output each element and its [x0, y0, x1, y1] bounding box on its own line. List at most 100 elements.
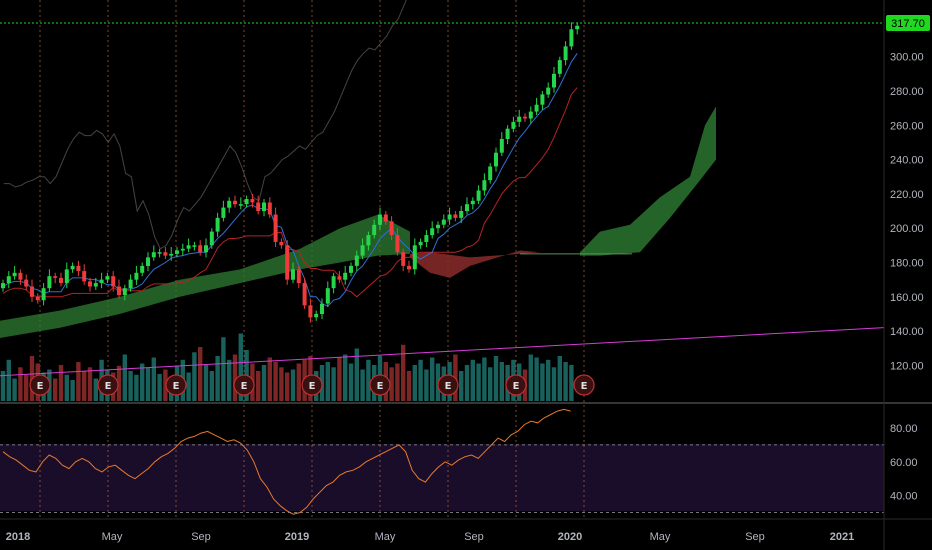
candle-body[interactable] [337, 276, 342, 280]
candle-body[interactable] [30, 286, 34, 297]
candle-body[interactable] [192, 245, 197, 247]
candle-body[interactable] [279, 241, 284, 246]
candle-body[interactable] [146, 257, 150, 266]
candle-body[interactable] [395, 235, 400, 253]
candle-body[interactable] [238, 204, 243, 206]
candle-body[interactable] [215, 217, 220, 232]
candle-body[interactable] [331, 276, 336, 289]
candle-body[interactable] [534, 104, 539, 112]
earnings-marker[interactable]: E [301, 374, 323, 396]
candle-body[interactable] [569, 29, 574, 47]
candle-body[interactable] [494, 152, 498, 167]
time-axis[interactable]: 2018 May Sep 2019 May Sep 2020 May Sep 2021 [6, 531, 854, 543]
candle-body[interactable] [407, 265, 411, 270]
candle-body[interactable] [93, 283, 98, 287]
candle-body[interactable] [128, 279, 133, 289]
candle-body[interactable] [198, 245, 203, 253]
candle-body[interactable] [204, 245, 208, 253]
candle-body[interactable] [180, 248, 185, 251]
candle-body[interactable] [209, 231, 214, 246]
candle-body[interactable] [82, 271, 87, 282]
candle-body[interactable] [563, 46, 568, 61]
earnings-marker[interactable]: E [233, 374, 255, 396]
candle-body[interactable] [349, 265, 353, 273]
candle-body[interactable] [105, 276, 110, 280]
candle-body[interactable] [163, 252, 168, 256]
candle-body[interactable] [117, 286, 121, 296]
candle-body[interactable] [6, 276, 11, 284]
candle-body[interactable] [244, 199, 249, 205]
candle-body[interactable] [517, 116, 522, 122]
price-axis[interactable]: 300.00 280.00 260.00 240.00 220.00 200.00 180.… [890, 52, 924, 373]
candle-body[interactable] [59, 277, 63, 283]
earnings-marker[interactable]: E [165, 374, 187, 396]
candle-body[interactable] [12, 272, 17, 277]
candle-body[interactable] [412, 245, 417, 270]
earnings-marker[interactable]: E [97, 374, 119, 396]
candle-body[interactable] [575, 25, 580, 30]
earnings-marker[interactable]: E [505, 374, 527, 396]
candle-body[interactable] [453, 214, 458, 218]
candle-body[interactable] [459, 211, 464, 218]
candle-body[interactable] [546, 87, 551, 95]
candle-body[interactable] [482, 180, 487, 191]
candle-body[interactable] [24, 279, 29, 287]
candle-body[interactable] [389, 221, 394, 235]
candle-body[interactable] [499, 139, 504, 153]
candle-body[interactable] [285, 245, 290, 280]
candle-body[interactable] [372, 224, 377, 236]
candle-body[interactable] [343, 272, 348, 280]
candle-body[interactable] [383, 214, 388, 222]
candlesticks[interactable] [1, 22, 580, 323]
candle-body[interactable] [53, 276, 58, 278]
candle-body[interactable] [140, 265, 145, 273]
candle-body[interactable] [296, 269, 301, 284]
candle-body[interactable] [354, 255, 359, 266]
candle-body[interactable] [528, 111, 533, 119]
candle-body[interactable] [430, 228, 435, 236]
candle-body[interactable] [505, 128, 510, 139]
earnings-marker[interactable]: E [369, 374, 391, 396]
candle-body[interactable] [99, 279, 104, 283]
candle-body[interactable] [511, 121, 516, 129]
candle-body[interactable] [250, 199, 255, 203]
candle-body[interactable] [35, 296, 40, 301]
candle-body[interactable] [221, 207, 226, 218]
candle-body[interactable] [175, 250, 179, 254]
candle-body[interactable] [47, 276, 52, 289]
earnings-marker[interactable]: E [29, 374, 51, 396]
candle-body[interactable] [465, 204, 469, 212]
candle-body[interactable] [169, 253, 174, 256]
candle-body[interactable] [88, 281, 92, 287]
candle-body[interactable] [325, 288, 330, 304]
candle-body[interactable] [557, 60, 562, 74]
candle-body[interactable] [273, 214, 278, 242]
candle-body[interactable] [302, 283, 307, 306]
candle-body[interactable] [151, 252, 156, 258]
candle-body[interactable] [308, 305, 313, 318]
candle-body[interactable] [378, 214, 382, 225]
rsi-axis[interactable]: 80.00 60.00 40.00 [890, 423, 918, 503]
candle-body[interactable] [233, 200, 237, 205]
earnings-marker[interactable]: E [437, 374, 459, 396]
candle-body[interactable] [111, 276, 116, 287]
candle-body[interactable] [424, 235, 429, 242]
candle-body[interactable] [523, 116, 527, 119]
earnings-marker[interactable]: E [573, 374, 595, 396]
candle-body[interactable] [401, 252, 406, 266]
candle-body[interactable] [134, 272, 139, 280]
candle-body[interactable] [267, 202, 272, 215]
candle-body[interactable] [122, 288, 127, 296]
candle-body[interactable] [157, 252, 162, 254]
candle-body[interactable] [1, 283, 5, 289]
candle-body[interactable] [76, 265, 81, 271]
candle-body[interactable] [314, 313, 319, 318]
candle-body[interactable] [360, 245, 365, 256]
candle-body[interactable] [227, 200, 232, 208]
candle-body[interactable] [488, 166, 493, 181]
candle-body[interactable] [366, 235, 371, 246]
candle-body[interactable] [470, 200, 475, 205]
candle-body[interactable] [262, 202, 266, 212]
